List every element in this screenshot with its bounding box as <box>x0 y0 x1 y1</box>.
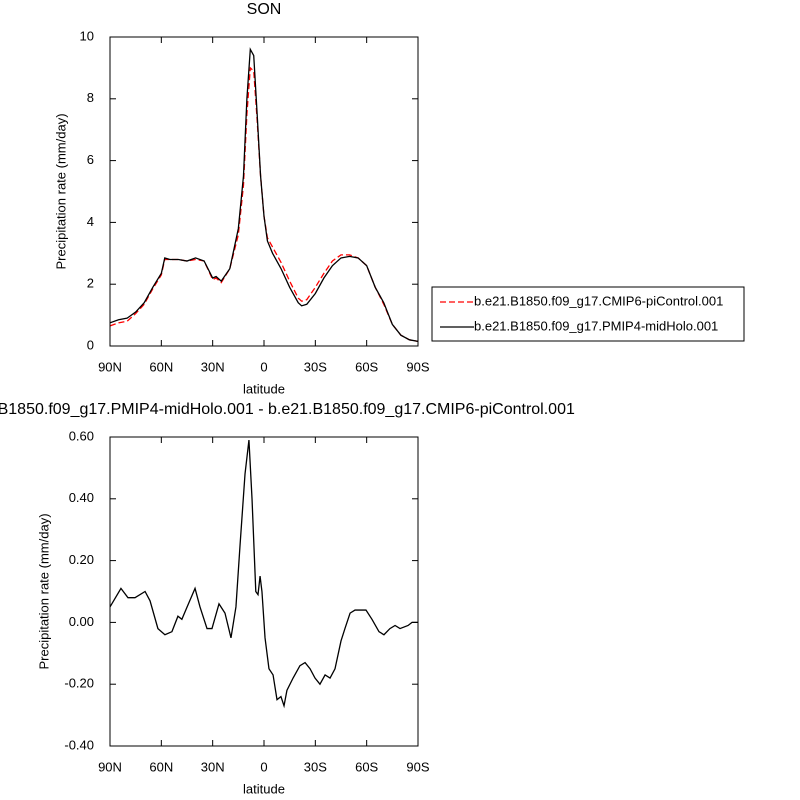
y-tick-label: 0.00 <box>69 614 94 629</box>
y-axis-label: Precipitation rate (mm/day) <box>53 113 68 269</box>
legend-label: b.e21.B1850.f09_g17.CMIP6-piControl.001 <box>474 293 723 308</box>
y-tick-label: 6 <box>87 152 94 167</box>
x-tick-label: 0 <box>260 359 267 374</box>
data-line <box>109 47 419 343</box>
legend-box <box>431 286 745 342</box>
x-tick-label: 30S <box>304 759 327 774</box>
x-tick-label: 30S <box>304 359 327 374</box>
x-tick-label: 90N <box>98 359 122 374</box>
y-tick-label: 4 <box>87 214 94 229</box>
y-tick-label: 0.60 <box>69 428 94 443</box>
x-tick-label: 30N <box>201 759 225 774</box>
x-tick-label: 60N <box>149 359 173 374</box>
y-axis-label: Precipitation rate (mm/day) <box>36 513 51 669</box>
plot-frame <box>109 436 419 747</box>
y-tick-label: 2 <box>87 276 94 291</box>
x-tick-label: 90S <box>406 359 429 374</box>
x-tick-label: 60S <box>355 359 378 374</box>
x-axis-label: latitude <box>243 381 285 396</box>
y-tick-label: 8 <box>87 90 94 105</box>
x-tick-label: 90N <box>98 759 122 774</box>
x-tick-label: 30N <box>201 359 225 374</box>
y-tick-label: -0.20 <box>64 676 94 691</box>
y-tick-label: 10 <box>80 28 94 43</box>
y-tick-label: 0.20 <box>69 552 94 567</box>
y-tick-label: 0.40 <box>69 490 94 505</box>
y-tick-label: 0 <box>87 337 94 352</box>
x-tick-label: 60N <box>149 759 173 774</box>
data-line <box>109 440 418 709</box>
legend-label: b.e21.B1850.f09_g17.PMIP4-midHolo.001 <box>474 318 718 333</box>
y-tick-label: -0.40 <box>64 737 94 752</box>
chart-title: b.e21.B1850.f09_g17.PMIP4-midHolo.001 - … <box>0 401 575 418</box>
x-tick-label: 0 <box>260 759 267 774</box>
x-axis-label: latitude <box>243 781 285 796</box>
chart-title: SON <box>247 1 282 18</box>
x-tick-label: 60S <box>355 759 378 774</box>
data-line <box>109 66 419 343</box>
plot-frame <box>109 36 419 347</box>
x-tick-label: 90S <box>406 759 429 774</box>
